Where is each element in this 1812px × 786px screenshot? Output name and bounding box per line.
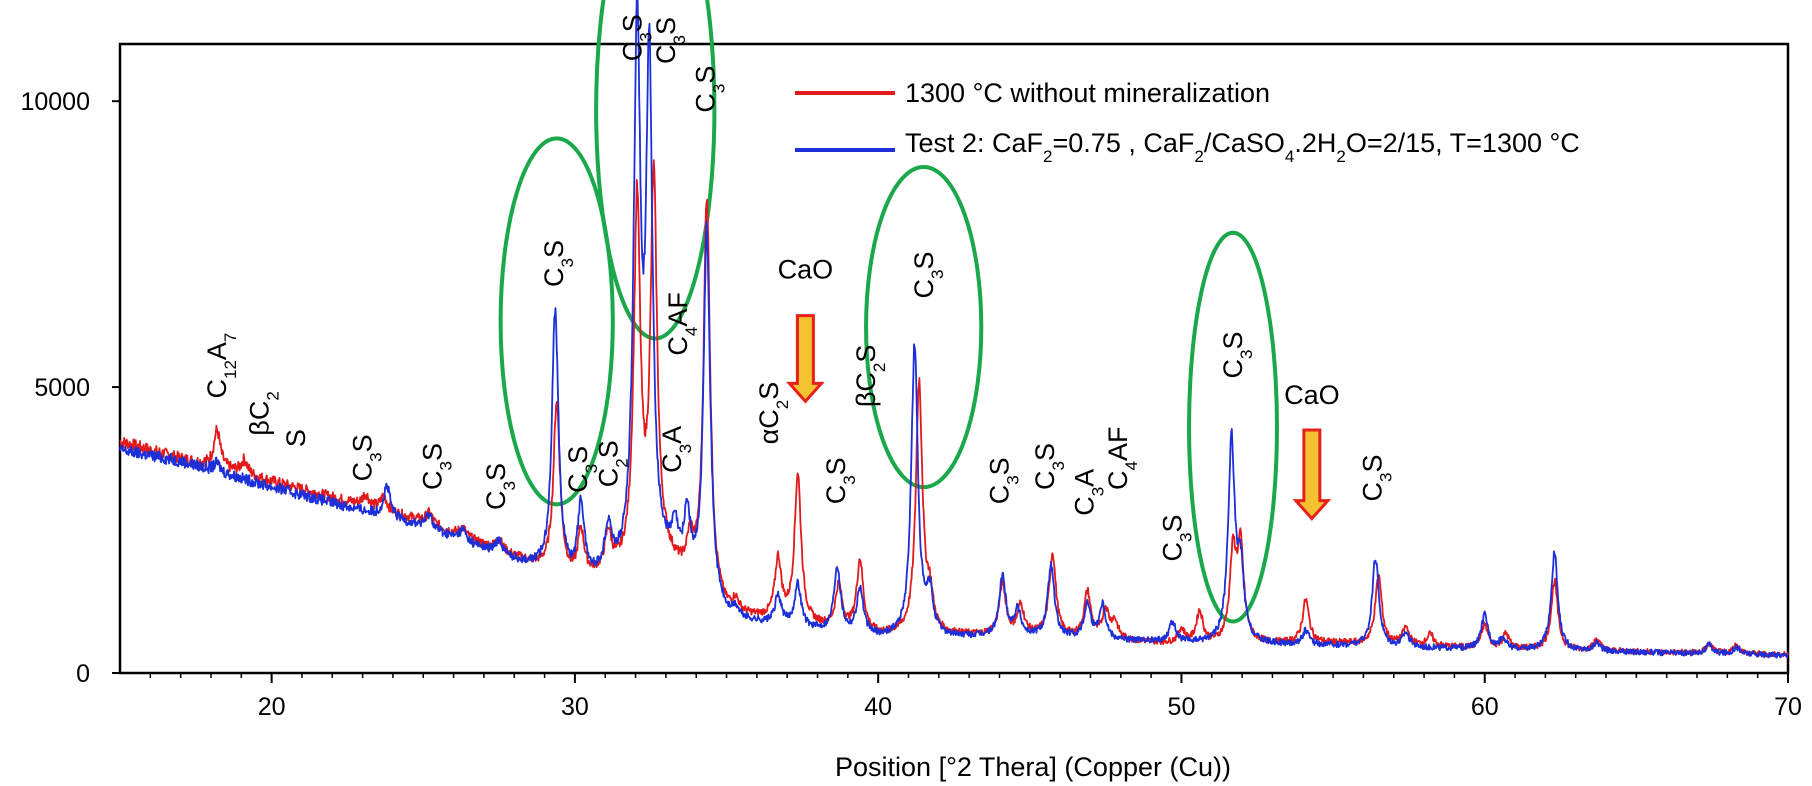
phase-label: C12A7 (202, 333, 240, 399)
phase-label: C3S (539, 240, 577, 287)
phase-label: βC2 (245, 391, 283, 436)
annotations: CaO CaO (778, 254, 1340, 521)
phase-label: αC2S (754, 382, 792, 445)
axes: 20 30 40 50 60 70 0 5000 10000 (20, 88, 1801, 721)
x-tick-label: 40 (864, 693, 892, 721)
phase-label: C3S (821, 457, 859, 504)
legend-label-0: 1300 °C without mineralization (905, 78, 1270, 108)
x-tick-label: 30 (561, 693, 589, 721)
phase-label: C3S (618, 14, 656, 61)
peak-highlight-ellipse (864, 164, 984, 490)
x-axis-title: Position [°2 Thera] (Copper (Cu)) (835, 752, 1231, 782)
x-tick-label: 20 (258, 693, 286, 721)
phase-label: C3S (563, 446, 601, 493)
peak-highlight-ellipse (1187, 230, 1279, 624)
phase-label: C3S (985, 457, 1023, 504)
legend: 1300 °C without mineralization Test 2: C… (795, 78, 1580, 166)
phase-label: C3S (1358, 455, 1396, 502)
plot-border (118, 42, 1790, 675)
x-tick-label: 60 (1471, 693, 1499, 721)
phase-label: C3S (418, 443, 456, 490)
phase-label: C3A (657, 426, 695, 473)
legend-label-1: Test 2: CaF2=0.75 , CaF2/CaSO4.2H2O=2/15… (905, 128, 1580, 166)
phase-label: C4AF (1103, 427, 1141, 490)
phase-label: C3S (651, 17, 689, 64)
phase-labels: C12A7βC2SC3SC3SC3SC3SC3SC2SC3SC3SC3AC4AF… (202, 14, 1395, 561)
down-arrow-icon (786, 314, 825, 404)
series-line-1 (119, 0, 1789, 659)
down-arrow-icon (1292, 428, 1332, 521)
phase-label: C3S (481, 463, 519, 510)
x-tick-label: 70 (1774, 693, 1802, 721)
phase-label: C3S (1030, 443, 1068, 490)
phase-label: C3S (909, 252, 947, 299)
x-tick-label: 50 (1168, 693, 1196, 721)
plot-frame (118, 42, 1790, 675)
series-lines (119, 0, 1789, 659)
y-tick-label: 0 (76, 660, 90, 688)
phase-label: C4AF (663, 292, 701, 355)
peak-highlight-ellipse (498, 136, 615, 507)
y-tick-label: 10000 (20, 88, 90, 116)
phase-label: C3S (690, 66, 728, 113)
series-line-0 (119, 159, 1789, 659)
phase-label: C3S (348, 434, 386, 481)
cao-annotation: CaO (1284, 380, 1340, 410)
cao-annotation: CaO (778, 254, 834, 284)
phase-label: C3S (1158, 515, 1196, 562)
phase-label: C3S (1218, 332, 1256, 379)
y-tick-label: 5000 (34, 374, 90, 402)
phase-label: S (281, 429, 311, 447)
phase-label: C2S (593, 440, 631, 487)
phase-label: C3A (1070, 469, 1108, 516)
phase-label: βC2S (851, 345, 889, 408)
